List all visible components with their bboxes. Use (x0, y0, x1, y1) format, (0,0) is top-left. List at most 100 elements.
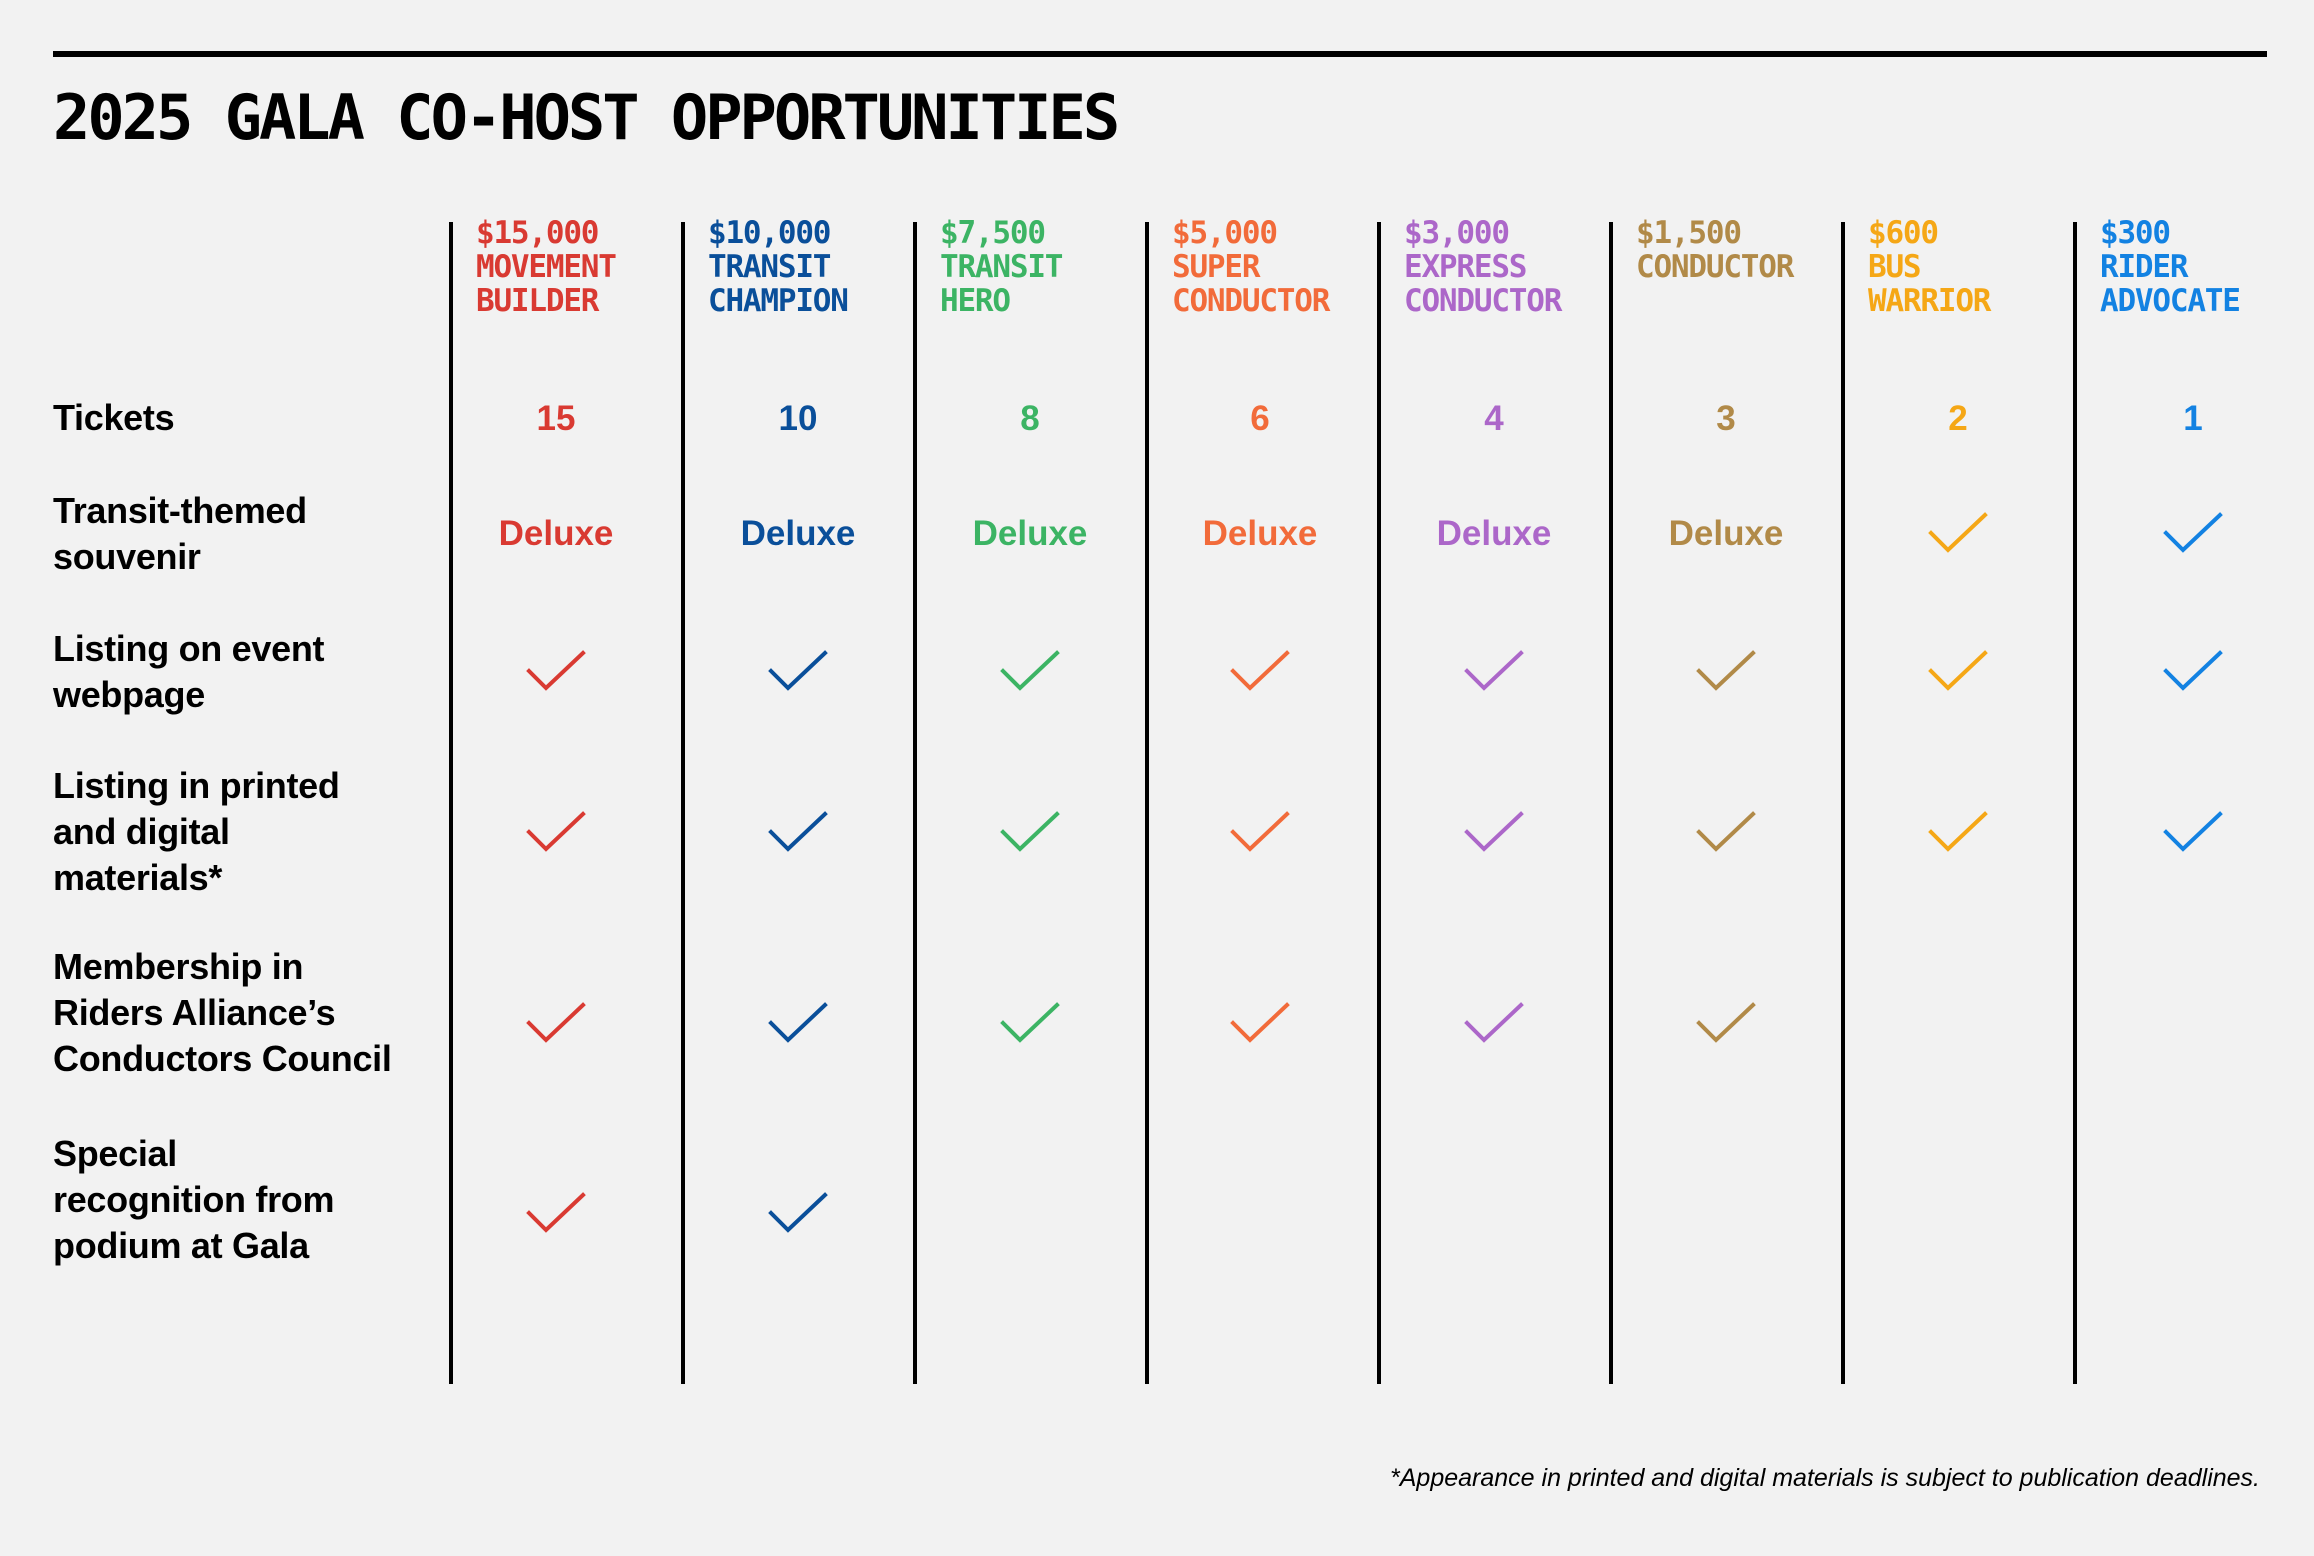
row-label: Tickets (53, 395, 175, 441)
ticket-count: 10 (778, 399, 818, 438)
row-label: Listing in printed and digital materials* (53, 763, 340, 901)
row-label-line: Listing in printed (53, 765, 340, 806)
check-mark-icon (526, 1002, 586, 1046)
tier-amount: $300 (2100, 215, 2171, 251)
page-title: 2025 GALA CO-HOST OPPORTUNITIES (53, 81, 1120, 154)
column-divider (2073, 222, 2077, 1384)
tier-name-line: CONDUCTOR (1636, 249, 1794, 285)
check-mark-icon (1928, 650, 1988, 694)
row-label-line: Tickets (53, 397, 175, 438)
row-label-line: webpage (53, 674, 205, 715)
souvenir-level: Deluxe (1668, 514, 1784, 553)
check-mark-icon (768, 1192, 828, 1236)
check-mark-icon (1230, 1002, 1290, 1046)
check-mark-icon (1000, 1002, 1060, 1046)
check-mark-icon (1464, 1002, 1524, 1046)
tier-amount: $5,000 (1172, 215, 1278, 251)
tier-header: $15,000 MOVEMENT BUILDER (476, 215, 617, 319)
column-divider (681, 222, 685, 1384)
check-mark-icon (1928, 512, 1988, 556)
tier-name-line: BUS (1868, 249, 1922, 285)
tier-amount: $3,000 (1404, 215, 1510, 251)
row-label-line: Special (53, 1133, 177, 1174)
tier-header: $3,000 EXPRESS CONDUCTOR (1404, 215, 1562, 319)
column-divider (1609, 222, 1613, 1384)
column-divider (1841, 222, 1845, 1384)
tier-amount: $1,500 (1636, 215, 1742, 251)
tier-header: $600 BUS WARRIOR (1868, 215, 1991, 319)
ticket-count: 8 (1020, 399, 1040, 438)
tier-header: $7,500 TRANSIT HERO (940, 215, 1063, 319)
check-mark-icon (1696, 1002, 1756, 1046)
check-mark-icon (768, 811, 828, 855)
tier-amount: $600 (1868, 215, 1939, 251)
row-label-line: souvenir (53, 536, 201, 577)
tier-name-line: MOVEMENT (476, 249, 617, 285)
row-label-line: materials* (53, 857, 223, 898)
row-label: Special recognition from podium at Gala (53, 1131, 335, 1269)
check-mark-icon (1696, 650, 1756, 694)
souvenir-level: Deluxe (1202, 514, 1318, 553)
check-mark-icon (526, 811, 586, 855)
check-mark-icon (1000, 650, 1060, 694)
check-mark-icon (526, 650, 586, 694)
column-divider (1145, 222, 1149, 1384)
tier-header: $5,000 SUPER CONDUCTOR (1172, 215, 1330, 319)
tier-name-line: EXPRESS (1404, 249, 1527, 285)
column-divider (449, 222, 453, 1384)
souvenir-level: Deluxe (972, 514, 1088, 553)
check-mark-icon (1464, 650, 1524, 694)
check-mark-icon (1230, 811, 1290, 855)
row-label-line: Riders Alliance’s (53, 992, 336, 1033)
tier-name-line: CONDUCTOR (1404, 283, 1562, 319)
ticket-count: 4 (1484, 399, 1504, 438)
row-label-line: Listing on event (53, 628, 325, 669)
row-label-line: and digital (53, 811, 230, 852)
check-mark-icon (2163, 512, 2223, 556)
souvenir-level: Deluxe (740, 514, 856, 553)
souvenir-level: Deluxe (1436, 514, 1552, 553)
check-mark-icon (1928, 811, 1988, 855)
ticket-count: 15 (536, 399, 576, 438)
tier-amount: $15,000 (476, 215, 599, 251)
check-mark-icon (2163, 811, 2223, 855)
tier-name-line: TRANSIT (708, 249, 831, 285)
tier-name-line: CONDUCTOR (1172, 283, 1330, 319)
tier-header: $300 RIDER ADVOCATE (2100, 215, 2241, 319)
check-mark-icon (1696, 811, 1756, 855)
check-mark-icon (1000, 811, 1060, 855)
tier-name-line: RIDER (2100, 249, 2189, 285)
row-label: Membership in Riders Alliance’s Conductors… (53, 944, 392, 1082)
tier-name-line: TRANSIT (940, 249, 1063, 285)
tier-name-line: CHAMPION (708, 283, 849, 319)
check-mark-icon (526, 1192, 586, 1236)
ticket-count: 2 (1948, 399, 1968, 438)
ticket-count: 3 (1716, 399, 1736, 438)
column-divider (1377, 222, 1381, 1384)
tier-name-line: BUILDER (476, 283, 599, 319)
tier-header: $10,000 TRANSIT CHAMPION (708, 215, 849, 319)
ticket-count: 1 (2183, 399, 2203, 438)
row-label-line: podium at Gala (53, 1225, 309, 1266)
tier-name-line: WARRIOR (1868, 283, 1991, 319)
check-mark-icon (768, 1002, 828, 1046)
row-label: Listing on event webpage (53, 626, 325, 718)
ticket-count: 6 (1250, 399, 1270, 438)
check-mark-icon (1230, 650, 1290, 694)
row-label: Transit-themed souvenir (53, 488, 307, 580)
tier-name-line: HERO (940, 283, 1011, 319)
row-label-line: recognition from (53, 1179, 335, 1220)
row-label-line: Conductors Council (53, 1038, 392, 1079)
check-mark-icon (2163, 650, 2223, 694)
tier-name-line: SUPER (1172, 249, 1261, 285)
row-label-line: Membership in (53, 946, 304, 987)
top-rule (53, 51, 2267, 57)
tier-amount: $10,000 (708, 215, 831, 251)
tier-header: $1,500 CONDUCTOR (1636, 215, 1794, 285)
check-mark-icon (768, 650, 828, 694)
column-divider (913, 222, 917, 1384)
footnote: *Appearance in printed and digital mater… (1390, 1464, 2260, 1492)
souvenir-level: Deluxe (498, 514, 614, 553)
tier-name-line: ADVOCATE (2100, 283, 2241, 319)
tier-amount: $7,500 (940, 215, 1046, 251)
